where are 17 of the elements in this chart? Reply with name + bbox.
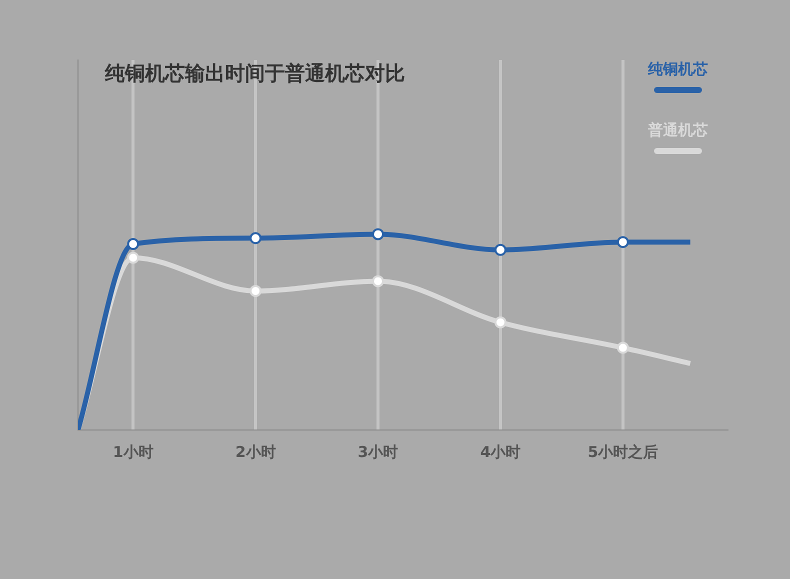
point	[127, 252, 140, 264]
x-tick-label: 4小时	[480, 442, 521, 461]
point	[616, 236, 629, 248]
point	[616, 342, 629, 354]
point	[127, 238, 140, 250]
point	[494, 316, 506, 328]
point	[372, 228, 384, 240]
point	[250, 232, 262, 244]
point	[372, 275, 384, 288]
chart-title: 纯铜机芯输出时间于普通机芯对比	[105, 60, 405, 87]
x-tick-label: 2小时	[235, 442, 276, 461]
point	[250, 285, 262, 298]
point	[494, 244, 506, 256]
text: 纯铜机芯	[648, 60, 708, 78]
x-tick-label: 5小时之后	[588, 442, 658, 461]
x-tick-label: 3小时	[358, 442, 398, 461]
x-tick-label: 1小时	[112, 442, 154, 461]
